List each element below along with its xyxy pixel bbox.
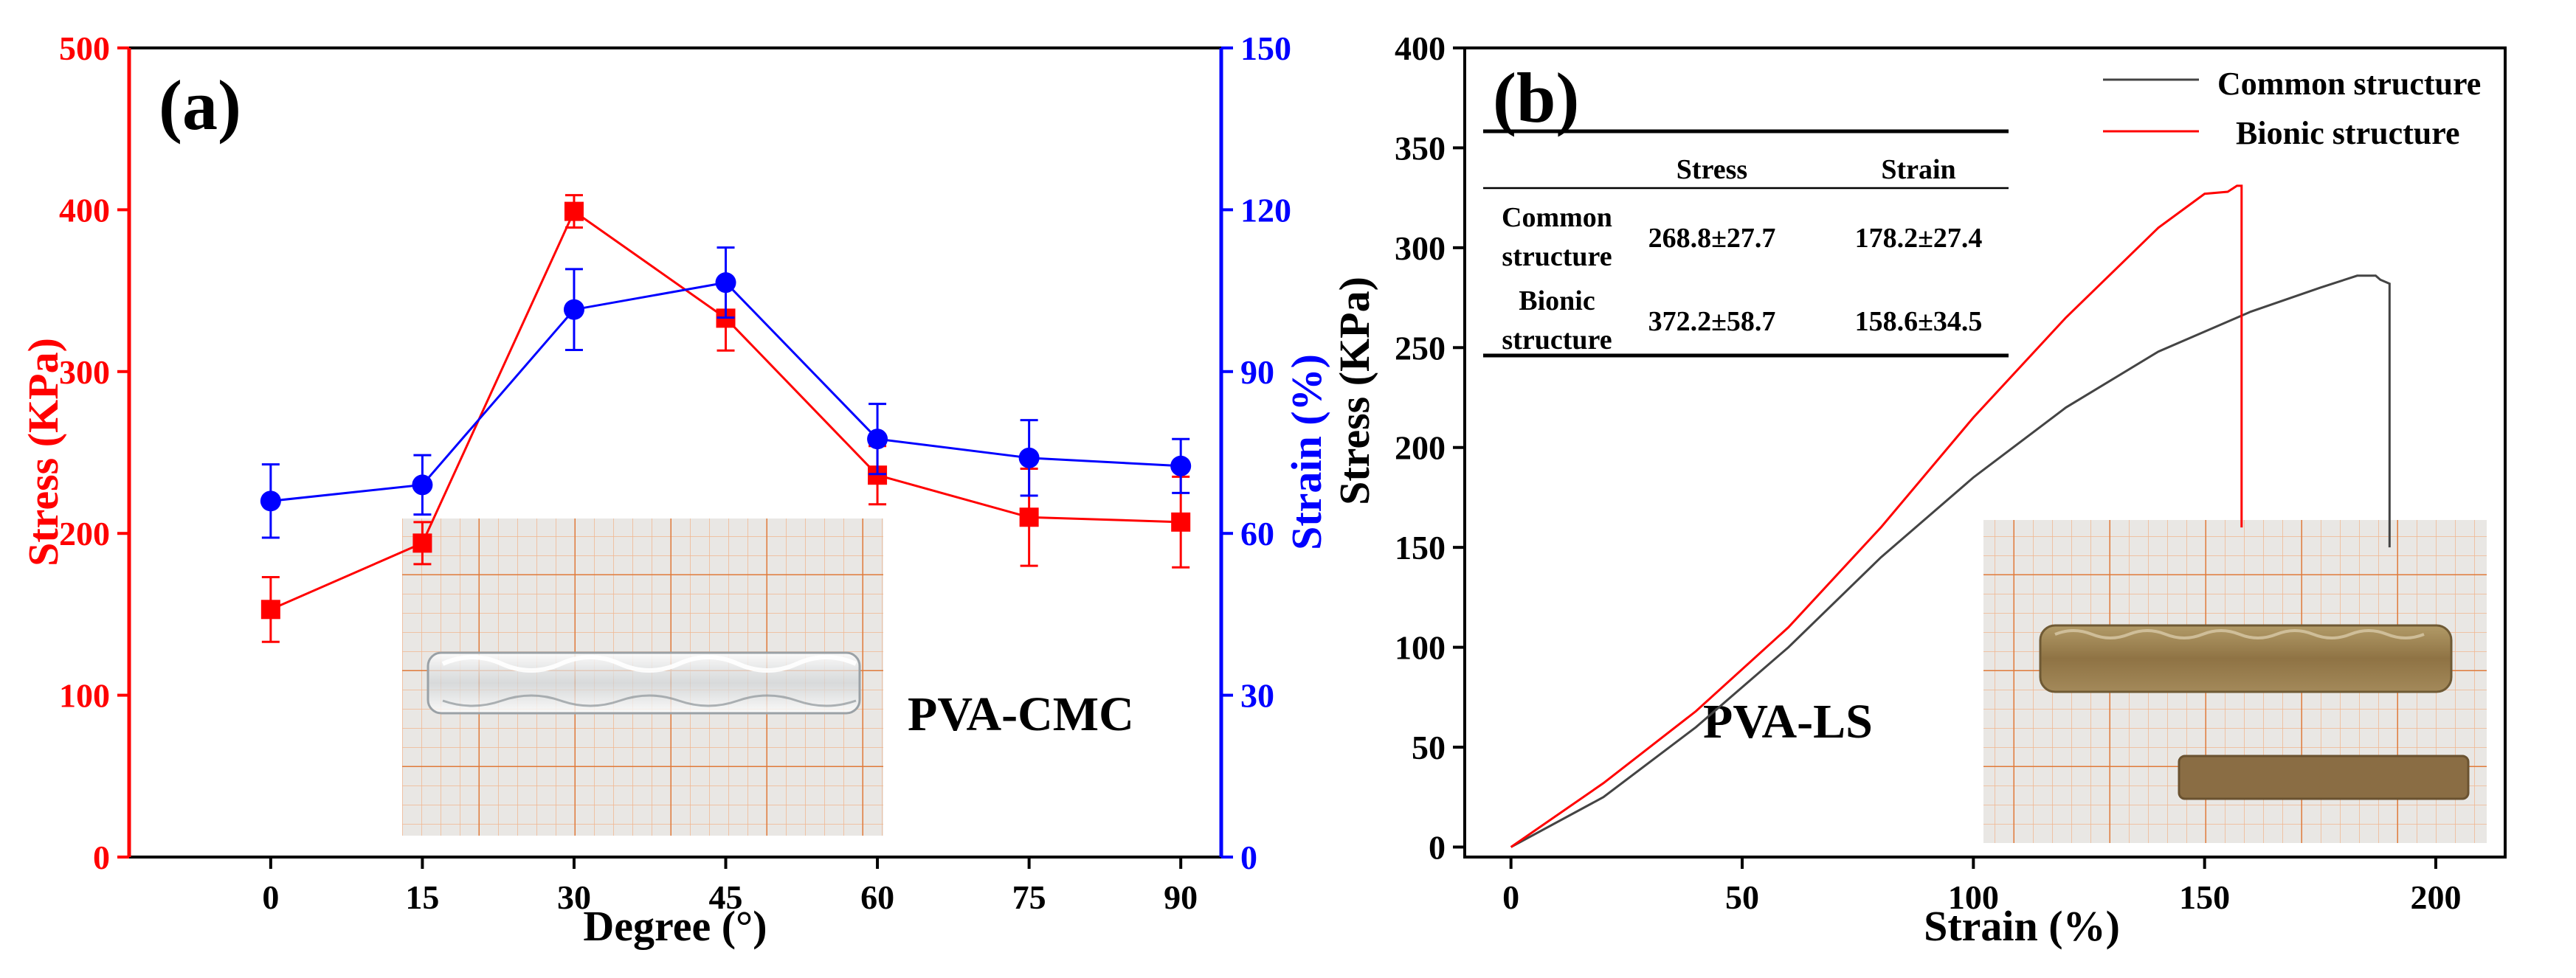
pva-cmc-label: PVA-CMC xyxy=(908,687,1134,741)
y-left-tick-label-2: 200 xyxy=(59,515,110,552)
x-tick-label-4: 60 xyxy=(860,878,894,916)
y-tick-label-5: 250 xyxy=(1395,329,1446,367)
series-1-line xyxy=(1510,184,2243,848)
panel-b: PVA-LS 0 50 100 150 200 0 50 100 150 200 250 300 350… xyxy=(1330,30,2507,950)
panel-b-legend: Common structure Bionic structure xyxy=(2103,66,2481,151)
table-row-common-stress: 268.8±27.7 xyxy=(1648,223,1776,254)
series-0-point-2 xyxy=(564,201,584,221)
x-tick-label-6: 90 xyxy=(1164,878,1198,916)
series-1-point-2 xyxy=(563,299,584,320)
series-0-point-5 xyxy=(1019,507,1039,527)
panel-a-right-axis-title: Strain (%) xyxy=(1282,354,1330,550)
series-1-point-4 xyxy=(867,429,888,450)
series-0-line xyxy=(1510,274,2391,848)
panel-a-left-axis-title: Stress (KPa) xyxy=(19,338,67,566)
x-tick-label-1: 50 xyxy=(1725,878,1759,916)
panel-a-label: (a) xyxy=(159,66,241,145)
series-1-point-3 xyxy=(715,272,736,294)
y-right-tick-label-4: 120 xyxy=(1240,191,1291,229)
table-row-bionic-strain: 158.6±34.5 xyxy=(1855,306,1983,337)
y-left-tick-label-4: 400 xyxy=(59,191,110,229)
y-right-tick-label-0: 0 xyxy=(1240,839,1257,876)
summary-table: Stress Strain Common structure 268.8±27.… xyxy=(1483,129,2009,358)
y-tick-label-0: 0 xyxy=(1429,828,1446,866)
series-1-point-6 xyxy=(1170,455,1192,476)
x-tick-label-2: 30 xyxy=(557,878,591,916)
y-right-tick-label-3: 90 xyxy=(1240,353,1274,391)
x-tick-label-5: 75 xyxy=(1012,878,1046,916)
table-row-common-label-2: structure xyxy=(1502,241,1612,272)
series-0-point-6 xyxy=(1171,512,1191,532)
table-row-bionic-label-1: Bionic xyxy=(1519,285,1595,316)
series-1-point-0 xyxy=(260,490,281,512)
y-tick-label-3: 150 xyxy=(1395,529,1446,566)
table-row-common-label-1: Common xyxy=(1502,202,1612,233)
panel-a: PVA-CMC 0 15 30 45 60 75 90 0 100 200 300 400 500 0 30… xyxy=(19,30,1330,950)
table-row-bionic-stress: 372.2±58.7 xyxy=(1648,306,1776,337)
x-tick-label-0: 0 xyxy=(1502,878,1519,916)
series-0-point-1 xyxy=(412,533,432,553)
y-right-tick-label-5: 150 xyxy=(1240,30,1291,67)
panel-b-x-axis-title: Strain (%) xyxy=(1924,902,2120,950)
x-tick-label-3: 45 xyxy=(709,878,743,916)
pva-ls-label: PVA-LS xyxy=(1703,695,1873,749)
y-tick-label-6: 300 xyxy=(1395,229,1446,267)
x-tick-label-0: 0 xyxy=(262,878,279,916)
series-0-point-0 xyxy=(260,600,280,620)
x-tick-label-3: 150 xyxy=(2179,878,2230,916)
pva-ls-photo xyxy=(1983,520,2487,843)
y-left-tick-label-1: 100 xyxy=(59,677,110,715)
table-row-bionic-label-2: structure xyxy=(1502,325,1612,356)
panel-b-plot-frame xyxy=(1463,46,2507,859)
y-tick-label-1: 50 xyxy=(1412,729,1446,766)
pva-cmc-photo xyxy=(402,519,883,836)
panel-b-y-axis-title: Stress (KPa) xyxy=(1330,277,1378,505)
table-header-strain: Strain xyxy=(1881,154,1955,185)
y-tick-label-8: 400 xyxy=(1395,30,1446,67)
y-tick-label-4: 200 xyxy=(1395,429,1446,467)
y-left-tick-label-5: 500 xyxy=(59,30,110,67)
y-tick-label-2: 100 xyxy=(1395,629,1446,667)
y-tick-label-7: 350 xyxy=(1395,129,1446,167)
panel-b-label: (b) xyxy=(1493,58,1579,137)
y-right-tick-label-1: 30 xyxy=(1240,677,1274,715)
legend-bionic-label: Bionic structure xyxy=(2236,115,2460,151)
series-1-point-1 xyxy=(412,474,433,496)
x-tick-label-1: 15 xyxy=(405,878,439,916)
table-row-common-strain: 178.2±27.4 xyxy=(1855,223,1983,254)
panel-a-x-axis-title: Degree (°) xyxy=(583,902,767,950)
y-left-tick-label-3: 300 xyxy=(59,353,110,391)
y-left-tick-label-0: 0 xyxy=(93,839,110,876)
legend-common-label: Common structure xyxy=(2217,66,2481,102)
y-right-tick-label-2: 60 xyxy=(1240,515,1274,552)
series-1-point-5 xyxy=(1018,447,1040,468)
table-header-stress: Stress xyxy=(1677,154,1747,185)
x-tick-label-2: 100 xyxy=(1948,878,1999,916)
x-tick-label-4: 200 xyxy=(2411,878,2462,916)
